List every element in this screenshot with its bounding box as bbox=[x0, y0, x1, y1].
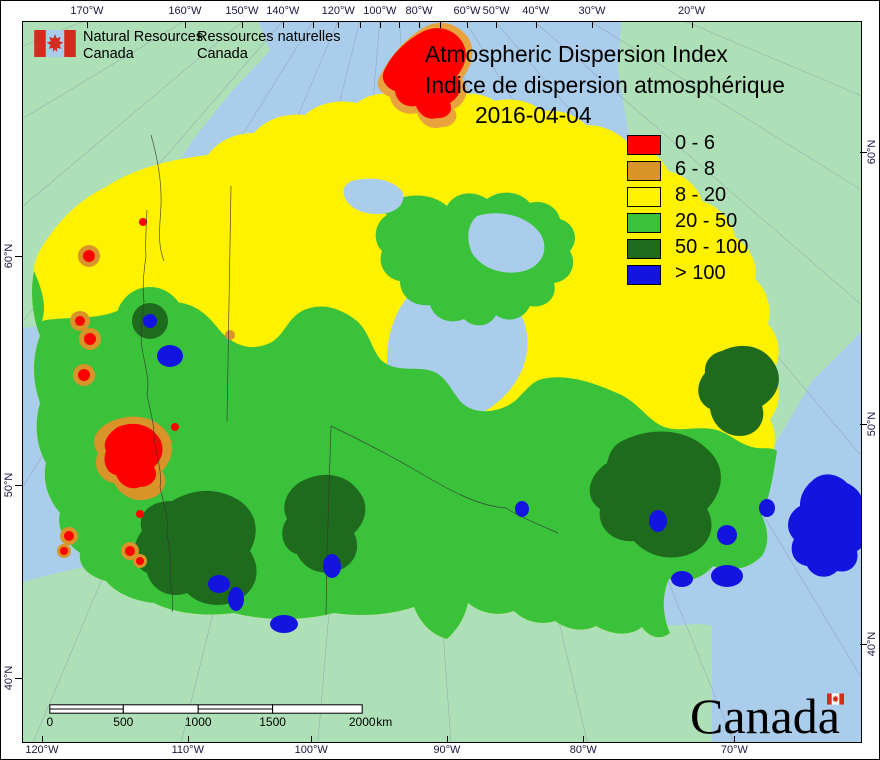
svg-text:2000: 2000 bbox=[349, 715, 376, 729]
svg-text:500: 500 bbox=[113, 715, 133, 729]
svg-text:1000: 1000 bbox=[185, 715, 212, 729]
svg-text:km: km bbox=[376, 715, 392, 729]
svg-text:1500: 1500 bbox=[259, 715, 286, 729]
svg-text:0: 0 bbox=[46, 715, 53, 729]
